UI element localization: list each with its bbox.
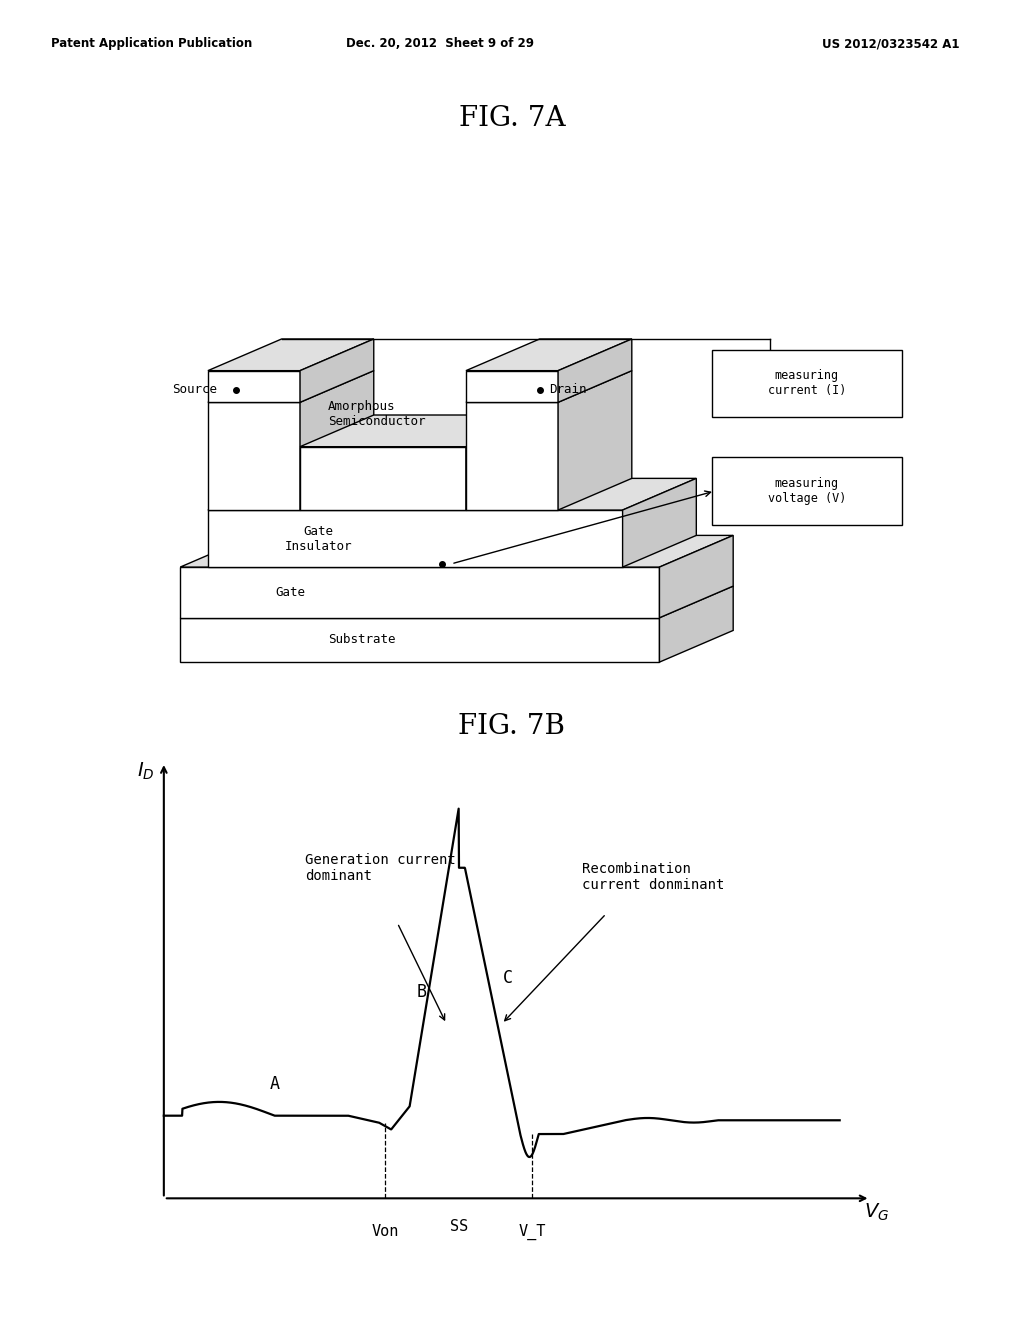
Text: Gate
Insulator: Gate Insulator	[285, 524, 352, 553]
Polygon shape	[558, 371, 632, 510]
Polygon shape	[466, 371, 558, 403]
Text: C: C	[503, 969, 513, 987]
Text: measuring
voltage (V): measuring voltage (V)	[768, 477, 846, 506]
Text: Generation current
dominant: Generation current dominant	[305, 853, 456, 883]
Text: Drain: Drain	[549, 383, 587, 396]
Polygon shape	[466, 371, 632, 403]
Text: Patent Application Publication: Patent Application Publication	[51, 37, 253, 50]
Polygon shape	[208, 403, 300, 510]
Polygon shape	[659, 586, 733, 663]
Text: Dec. 20, 2012  Sheet 9 of 29: Dec. 20, 2012 Sheet 9 of 29	[346, 37, 535, 50]
FancyBboxPatch shape	[712, 458, 902, 524]
Polygon shape	[208, 478, 696, 510]
Text: SS: SS	[450, 1218, 468, 1234]
Polygon shape	[300, 414, 540, 446]
FancyBboxPatch shape	[712, 350, 902, 417]
Polygon shape	[466, 403, 558, 510]
Polygon shape	[558, 339, 632, 403]
Polygon shape	[623, 478, 696, 568]
Polygon shape	[659, 536, 733, 618]
Polygon shape	[208, 371, 374, 403]
Text: A: A	[269, 1074, 280, 1093]
Polygon shape	[208, 510, 623, 568]
Text: Gate: Gate	[275, 586, 306, 599]
Text: $V_G$: $V_G$	[864, 1201, 889, 1222]
Polygon shape	[466, 339, 632, 371]
Polygon shape	[300, 371, 374, 510]
Polygon shape	[300, 339, 374, 403]
Text: FIG. 7A: FIG. 7A	[459, 104, 565, 132]
Polygon shape	[208, 339, 374, 371]
Text: measuring
current (I): measuring current (I)	[768, 370, 846, 397]
Text: Recombination
current donminant: Recombination current donminant	[582, 862, 724, 892]
Polygon shape	[180, 618, 659, 663]
Text: $I_D$: $I_D$	[136, 760, 155, 781]
Text: B: B	[417, 982, 427, 1001]
Polygon shape	[180, 568, 659, 618]
Text: Von: Von	[372, 1224, 398, 1238]
Text: Amorphous
Semiconductor: Amorphous Semiconductor	[328, 400, 425, 428]
Polygon shape	[180, 586, 733, 618]
Polygon shape	[208, 371, 300, 403]
Text: US 2012/0323542 A1: US 2012/0323542 A1	[822, 37, 959, 50]
Text: FIG. 7B: FIG. 7B	[459, 713, 565, 739]
Polygon shape	[466, 414, 540, 510]
Polygon shape	[180, 536, 733, 568]
Text: Source: Source	[172, 383, 217, 396]
Text: V_T: V_T	[519, 1224, 546, 1239]
Polygon shape	[300, 446, 466, 510]
Text: Substrate: Substrate	[329, 634, 396, 647]
